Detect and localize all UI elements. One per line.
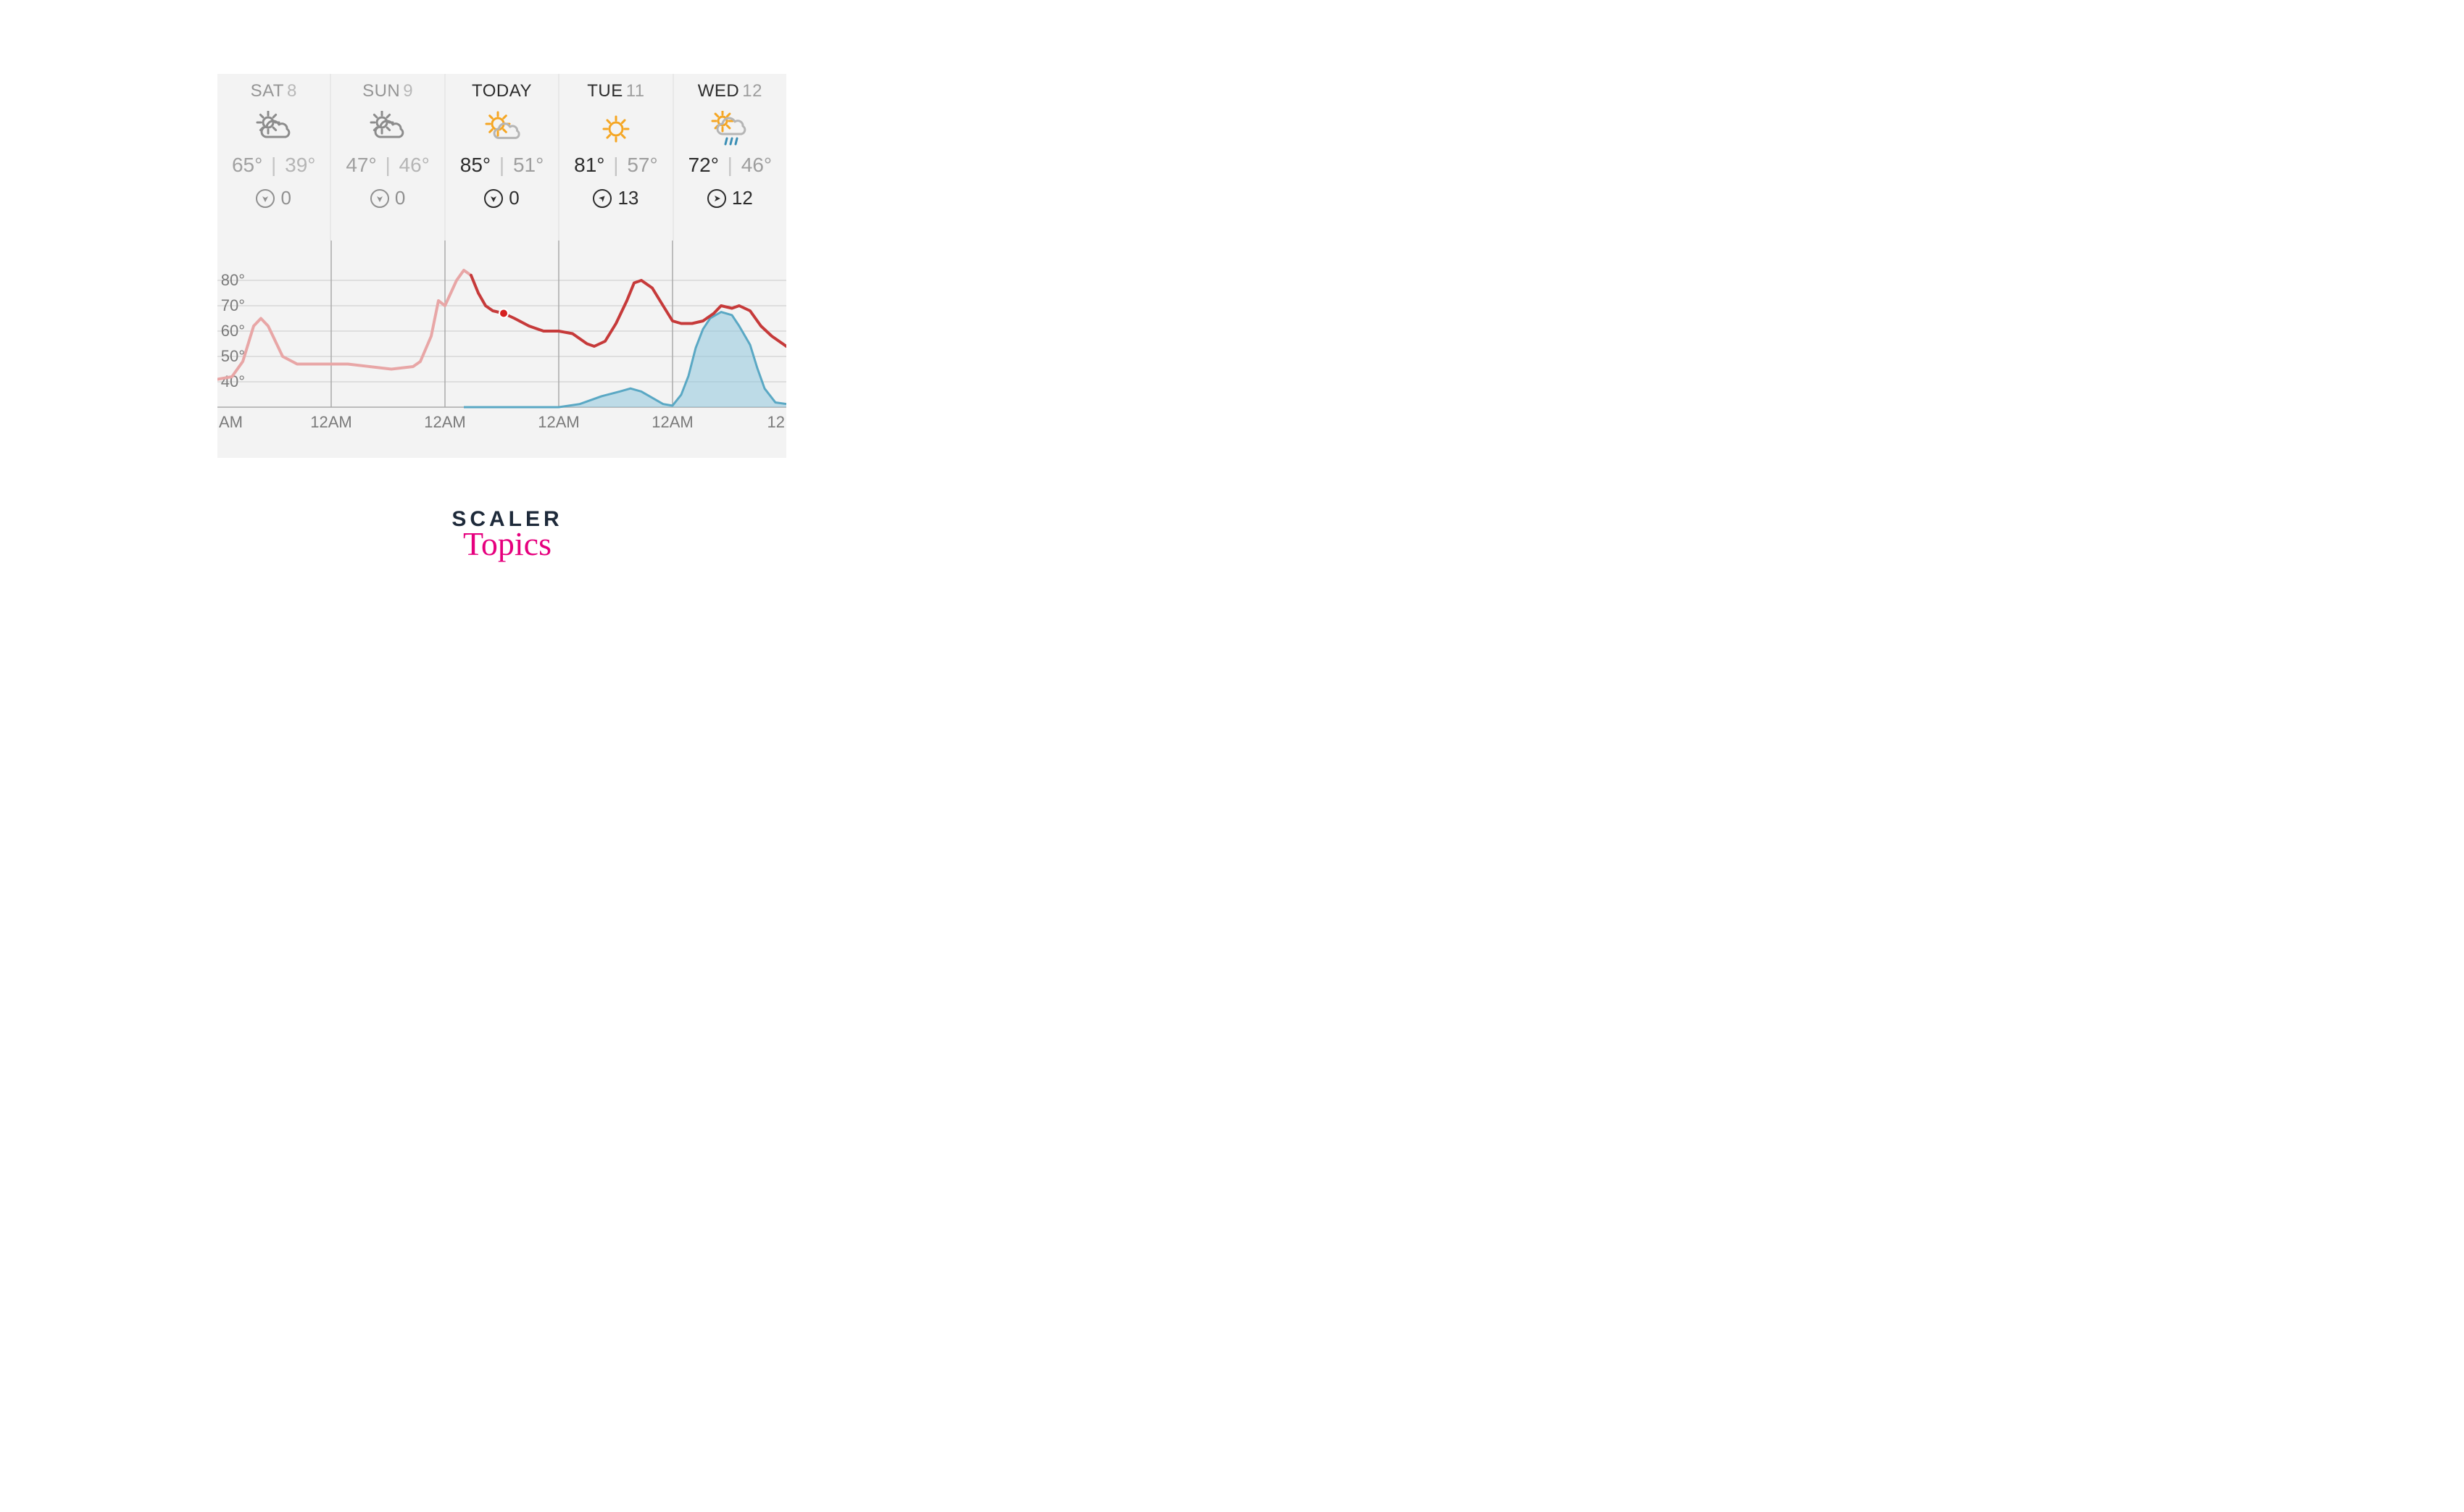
day-name: TUE xyxy=(587,81,623,101)
wind-speed: 13 xyxy=(617,187,638,209)
temp-high: 47° xyxy=(346,154,376,176)
temp-low: 46° xyxy=(399,154,430,176)
temp-high: 72° xyxy=(688,154,719,176)
temp-high: 85° xyxy=(460,154,491,176)
wind-direction-icon xyxy=(593,189,612,208)
weather-icon xyxy=(709,107,750,151)
y-axis-tick-label: 60° xyxy=(221,322,245,340)
wind-speed: 12 xyxy=(732,187,753,209)
weather-icon xyxy=(254,107,294,151)
temperature-chart: 40°50°60°70°80°AM12AM12AM12AM12AM12 xyxy=(217,241,786,458)
weather-icon xyxy=(367,107,408,151)
day-name: TODAY xyxy=(472,81,532,101)
temp-divider: | xyxy=(494,154,510,176)
wind-direction-icon xyxy=(370,189,389,208)
day-label: WED12 xyxy=(698,81,762,101)
wind-row: 0 xyxy=(484,187,519,209)
wind-speed: 0 xyxy=(509,187,519,209)
temperature-range: 81° | 57° xyxy=(574,154,658,177)
x-axis-tick-label: 12 xyxy=(767,413,785,431)
day-name: WED xyxy=(698,81,740,101)
wind-row: 12 xyxy=(707,187,753,209)
y-axis-tick-label: 70° xyxy=(221,296,245,314)
wind-speed: 0 xyxy=(395,187,405,209)
temp-low: 57° xyxy=(627,154,657,176)
temp-divider: | xyxy=(265,154,282,176)
weather-icon xyxy=(482,107,523,151)
day-name: SUN xyxy=(362,81,400,101)
temp-low: 39° xyxy=(285,154,315,176)
day-tab-sun[interactable]: SUN9 47° | 46° 0 xyxy=(331,74,445,241)
wind-direction-icon xyxy=(484,189,503,208)
day-tab-tue[interactable]: TUE11 81° | 57° 13 xyxy=(559,74,673,241)
scaler-topics-logo: SCALER Topics xyxy=(413,507,602,563)
temp-divider: | xyxy=(608,154,625,176)
wind-row: 0 xyxy=(370,187,405,209)
temp-divider: | xyxy=(380,154,396,176)
temperature-range: 72° | 46° xyxy=(688,154,773,177)
temperature-range: 65° | 39° xyxy=(232,154,316,177)
wind-speed: 0 xyxy=(280,187,291,209)
day-number: 9 xyxy=(403,81,413,101)
y-axis-tick-label: 80° xyxy=(221,271,245,289)
temp-divider: | xyxy=(722,154,738,176)
weather-forecast-widget: SAT8 65° | 39° 0 SUN9 47° | 46° 0 TODAY 85° | 5… xyxy=(217,74,786,458)
temp-low: 46° xyxy=(741,154,772,176)
x-axis-tick-label: 12AM xyxy=(310,413,351,431)
weather-icon xyxy=(596,107,636,151)
day-number: 11 xyxy=(626,81,645,101)
day-label: TUE11 xyxy=(587,81,644,101)
day-tab-wed[interactable]: WED1272° | 46°12 xyxy=(674,74,786,241)
wind-row: 13 xyxy=(593,187,638,209)
temp-high: 65° xyxy=(232,154,262,176)
x-axis-tick-label: 12AM xyxy=(424,413,465,431)
temperature-range: 47° | 46° xyxy=(346,154,430,177)
wind-direction-icon xyxy=(707,189,726,208)
temp-low: 51° xyxy=(513,154,544,176)
day-number: 8 xyxy=(287,81,297,101)
x-axis-tick-label: 12AM xyxy=(652,413,693,431)
wind-row: 0 xyxy=(256,187,291,209)
temp-high: 81° xyxy=(574,154,604,176)
logo-text-topics: Topics xyxy=(413,525,602,563)
day-tab-sat[interactable]: SAT8 65° | 39° 0 xyxy=(217,74,331,241)
x-axis-tick-label: AM xyxy=(219,413,243,431)
x-axis-tick-label: 12AM xyxy=(538,413,579,431)
day-label: SAT8 xyxy=(251,81,297,101)
day-name: SAT xyxy=(251,81,284,101)
day-label: TODAY xyxy=(472,81,532,101)
temperature-range: 85° | 51° xyxy=(460,154,544,177)
wind-direction-icon xyxy=(256,189,275,208)
day-tabs-row: SAT8 65° | 39° 0 SUN9 47° | 46° 0 TODAY 85° | 5… xyxy=(217,74,786,241)
day-tab-today[interactable]: TODAY 85° | 51° 0 xyxy=(446,74,559,241)
day-number: 12 xyxy=(742,81,762,101)
day-label: SUN9 xyxy=(362,81,413,101)
